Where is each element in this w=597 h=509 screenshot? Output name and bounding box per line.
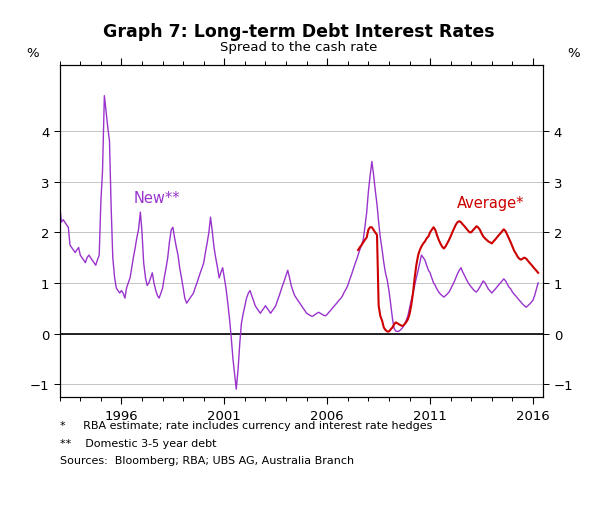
- Text: Graph 7: Long-term Debt Interest Rates: Graph 7: Long-term Debt Interest Rates: [103, 23, 494, 41]
- Text: Spread to the cash rate: Spread to the cash rate: [220, 41, 377, 53]
- Text: New**: New**: [134, 190, 180, 206]
- Text: **    Domestic 3-5 year debt: ** Domestic 3-5 year debt: [60, 438, 216, 448]
- Text: %: %: [26, 47, 38, 60]
- Text: Sources:  Bloomberg; RBA; UBS AG, Australia Branch: Sources: Bloomberg; RBA; UBS AG, Austral…: [60, 456, 354, 466]
- Text: *     RBA estimate; rate includes currency and interest rate hedges: * RBA estimate; rate includes currency a…: [60, 420, 432, 430]
- Text: Average*: Average*: [457, 195, 524, 211]
- Text: %: %: [568, 47, 580, 60]
